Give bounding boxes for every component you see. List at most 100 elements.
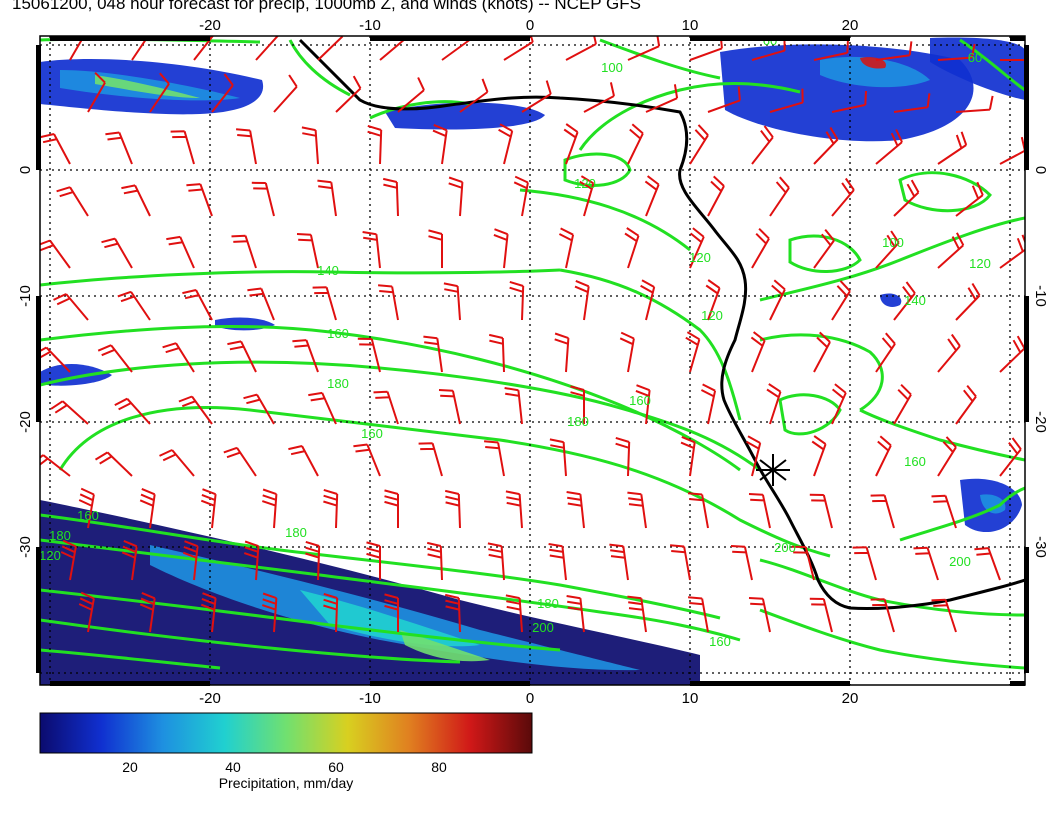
wind-barb <box>689 227 705 269</box>
lat-tick-label-left: -30 <box>17 536 34 558</box>
wind-barb <box>875 129 903 165</box>
wind-barb <box>487 542 505 581</box>
contour-label: 120 <box>39 548 61 563</box>
wind-barb <box>769 88 804 113</box>
wind-barb <box>423 335 443 373</box>
wind-barb <box>255 36 279 61</box>
wind-barb <box>809 493 833 529</box>
wind-barb <box>685 331 701 373</box>
wind-barb <box>243 540 260 581</box>
wind-barb <box>583 82 615 113</box>
wind-barb <box>94 451 133 477</box>
wind-barb <box>443 282 461 321</box>
wind-barb <box>243 393 275 425</box>
wind-barb <box>688 492 709 529</box>
frame-segment <box>370 36 530 41</box>
colorbar-tick-label: 40 <box>225 759 241 775</box>
wind-barb <box>223 446 257 477</box>
coastline-path <box>298 38 1025 611</box>
contour-line <box>759 608 1025 670</box>
wind-barb <box>251 181 275 217</box>
wind-barb <box>705 279 721 321</box>
contour-line <box>40 588 561 652</box>
wind-barb <box>182 289 213 321</box>
wind-barb <box>162 342 195 373</box>
wind-barb <box>579 175 595 217</box>
wind-barb <box>378 284 399 321</box>
contour-label: 160 <box>629 393 651 408</box>
colorbar-tick-label: 80 <box>431 759 447 775</box>
contour-line <box>40 648 221 670</box>
lat-tick-label-left: -10 <box>17 285 34 307</box>
frame-segment <box>370 681 530 686</box>
contour-label: 160 <box>327 326 349 341</box>
wind-barb <box>367 124 383 165</box>
wind-barb <box>707 175 725 217</box>
colorbar-bar <box>39 712 533 754</box>
precip-area <box>40 500 700 685</box>
lat-tick-label-right: -30 <box>1032 536 1049 558</box>
wind-barb <box>117 290 151 321</box>
wind-barb <box>426 541 443 581</box>
frame-segment <box>690 36 850 41</box>
lon-tick-label-bottom: 0 <box>526 690 534 707</box>
wind-barb <box>769 176 790 217</box>
wind-barb <box>831 177 855 217</box>
wind-barb <box>149 72 170 113</box>
precip-core <box>400 630 490 662</box>
contour-label: 120 <box>701 308 723 323</box>
contour-label: 200 <box>774 540 796 555</box>
wind-barb <box>875 230 900 269</box>
map-frame <box>36 35 1029 686</box>
wind-barb <box>609 543 629 581</box>
wind-barb <box>931 494 957 529</box>
frame-segment <box>690 681 850 686</box>
precip-core <box>300 590 480 647</box>
contour-label: 180 <box>327 376 349 391</box>
wind-barb <box>831 90 867 113</box>
frame-segment <box>36 45 41 170</box>
wind-barb <box>231 234 257 269</box>
lon-tick-label-bottom: 10 <box>682 690 699 707</box>
lat-tick-label-left: -20 <box>17 411 34 433</box>
wind-barb <box>292 339 319 373</box>
wind-barb <box>748 597 771 633</box>
contour-label: 180 <box>49 528 71 543</box>
frame-segment <box>1024 45 1029 170</box>
colorbar-tick-label: 20 <box>122 759 138 775</box>
wind-barb <box>769 279 786 321</box>
wind-barb <box>791 545 815 581</box>
contour-labels: 100 120 120 140 160 180 160 180 160 160 200 200 180 1… <box>39 36 991 649</box>
contour-line <box>559 268 742 421</box>
contour-line <box>40 513 721 620</box>
wind-barb <box>459 78 489 113</box>
wind-barb <box>893 179 920 217</box>
wind-barb <box>78 591 95 633</box>
wind-barb <box>312 286 337 321</box>
wind-barb <box>323 488 339 529</box>
wind-barb <box>448 176 464 217</box>
wind-barbs <box>40 36 1025 633</box>
contour-line <box>288 39 351 97</box>
wind-barb <box>751 227 770 269</box>
wind-barb <box>640 279 656 321</box>
wind-barb <box>353 443 381 477</box>
wind-barb <box>261 592 278 633</box>
wind-barb <box>317 36 344 61</box>
wind-barb <box>247 287 275 321</box>
lat-tick-label-right: -20 <box>1032 411 1049 433</box>
wind-barb <box>831 280 851 321</box>
colorbar-tick-label: 60 <box>328 759 344 775</box>
precip-area <box>880 293 902 307</box>
contour-label: 60 <box>968 50 982 65</box>
wind-barb <box>200 488 217 529</box>
wind-barb <box>809 597 833 633</box>
wind-barb <box>509 280 525 321</box>
wind-barb <box>999 234 1025 269</box>
wind-barb <box>40 454 71 477</box>
map-title: 15061200, 048 hour forecast for precip, … <box>12 0 641 13</box>
wind-barb <box>488 333 505 373</box>
contour-line <box>899 486 1025 542</box>
wind-barb <box>170 130 195 165</box>
wind-barb <box>236 128 257 165</box>
